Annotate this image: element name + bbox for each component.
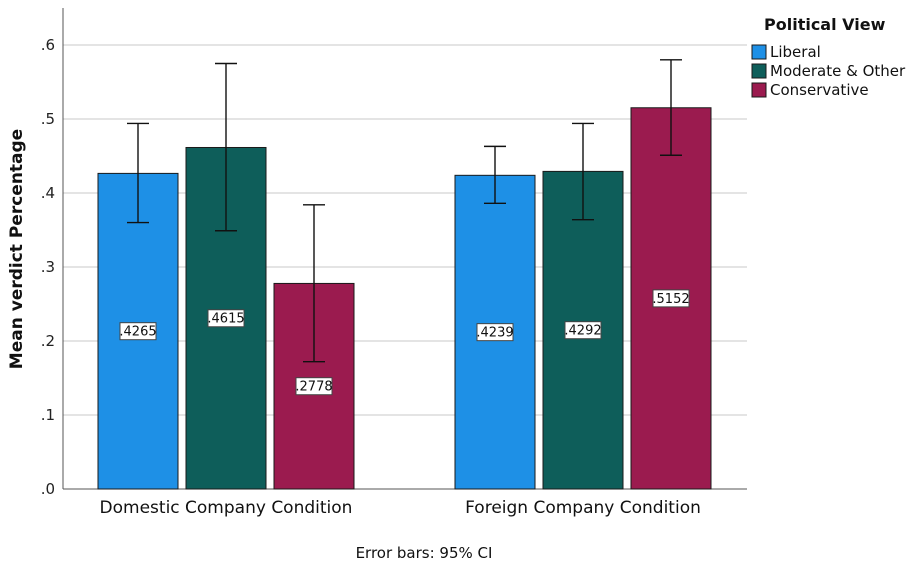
legend-item: Conservative bbox=[751, 81, 869, 99]
data-label: .4292 bbox=[564, 321, 602, 340]
legend-label: Liberal bbox=[770, 43, 821, 61]
data-label: .5152 bbox=[652, 289, 690, 308]
bars bbox=[97, 107, 712, 490]
error-bars bbox=[127, 59, 682, 363]
data-label-text: .4615 bbox=[207, 312, 244, 327]
data-label-box bbox=[207, 309, 245, 328]
data-label: .2778 bbox=[295, 377, 333, 396]
data-label-box bbox=[295, 377, 333, 396]
data-label-text: .4292 bbox=[564, 324, 601, 339]
legend-swatch bbox=[751, 44, 767, 60]
data-label: .4265 bbox=[119, 322, 157, 341]
data-label-box bbox=[652, 289, 690, 308]
y-tick-label: .5 bbox=[41, 110, 55, 128]
data-label-text: .4239 bbox=[476, 326, 513, 341]
y-axis-ticks: .0 .1 .2 .3 .4 .5 .6 bbox=[41, 36, 55, 498]
x-category-label: Foreign Company Condition bbox=[465, 498, 701, 518]
data-label-text: .5152 bbox=[652, 292, 689, 307]
legend-swatch bbox=[751, 82, 767, 98]
footnote: Error bars: 95% CI bbox=[356, 544, 493, 562]
data-label-box bbox=[564, 321, 602, 340]
legend-item: Liberal bbox=[751, 43, 821, 61]
legend-label: Moderate & Other bbox=[770, 62, 906, 80]
y-tick-label: .6 bbox=[41, 36, 55, 54]
y-tick-label: .4 bbox=[41, 184, 55, 202]
y-axis-label: Mean verdict Percentage bbox=[7, 129, 27, 369]
data-label-box bbox=[119, 322, 157, 341]
y-tick-label: .2 bbox=[41, 332, 55, 350]
category-labels: Domestic Company Condition Foreign Compan… bbox=[100, 498, 701, 518]
data-label-text: .4265 bbox=[119, 325, 156, 340]
data-label-box bbox=[476, 323, 514, 342]
data-label-text: .2778 bbox=[295, 380, 332, 395]
data-labels: .4265 .4615 .2778 .4239 .4292 .5152 bbox=[119, 289, 690, 396]
legend-label: Conservative bbox=[770, 81, 869, 99]
data-label: .4615 bbox=[207, 309, 245, 328]
y-tick-label: .0 bbox=[41, 480, 55, 498]
y-tick-label: .3 bbox=[41, 258, 55, 276]
legend-title: Political View bbox=[764, 15, 886, 34]
y-tick-label: .1 bbox=[41, 406, 55, 424]
legend-item: Moderate & Other bbox=[751, 62, 906, 80]
legend-swatch bbox=[751, 63, 767, 79]
x-category-label: Domestic Company Condition bbox=[100, 498, 353, 518]
data-label: .4239 bbox=[476, 323, 514, 342]
